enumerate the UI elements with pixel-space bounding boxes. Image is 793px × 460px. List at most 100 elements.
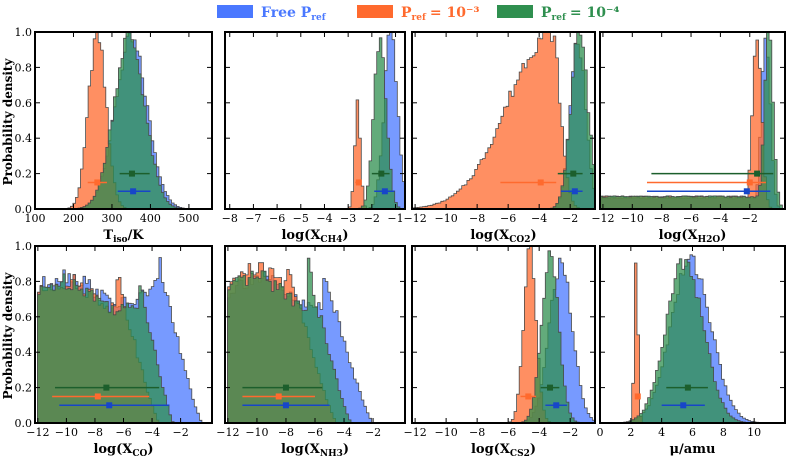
hist-1e-4 — [225, 37, 406, 210]
hist-1e-4 — [35, 31, 212, 210]
panel-co: −12 −10 −8 −6 −4 −2 0.0 0.2 0.4 0.6 0.8 1.0 log(XCO) — [15, 240, 213, 459]
panel-tiso: 100 200 300 400 500 0.0 0.2 0.4 0.6 0.8 1.0 Tiso/K — [15, 26, 213, 245]
errorbar-1e-4 — [557, 170, 583, 177]
x-tick-label: −6 — [115, 426, 131, 439]
x-tick-label: −2 — [562, 212, 578, 225]
x-tick-label: −10 — [55, 426, 78, 439]
errorbar-1e-4 — [666, 384, 708, 391]
x-tick-label: −4 — [144, 426, 160, 439]
legend-swatch — [357, 5, 393, 18]
errorbar-Free — [545, 402, 568, 409]
panel-cs2: −12 −10 −8 −6 −4 −2 log(XCS2) — [403, 245, 596, 459]
x-tick-label: −12 — [403, 212, 426, 225]
y-tick-label: 0.4 — [15, 346, 33, 359]
legend-swatch — [497, 5, 533, 18]
x-tick-label: −4 — [336, 426, 352, 439]
errorbar-1e-3 — [87, 179, 107, 186]
x-axis-label: log(XH2O) — [659, 228, 727, 245]
x-tick-label: 200 — [63, 212, 84, 225]
x-tick-label: −10 — [245, 426, 268, 439]
errorbar-1e-3 — [500, 179, 557, 186]
legend: Free Pref Pref = 10⁻³ Pref = 10⁻⁴ — [217, 5, 619, 23]
hist-1e-4 — [600, 258, 785, 424]
x-tick-label: −4 — [531, 426, 547, 439]
errorbar-1e-3 — [355, 179, 362, 186]
panel-h2o: −12 −10 −8 −6 −4 −2 log(XH2O) — [591, 31, 786, 245]
x-tick-label: −8 — [654, 212, 670, 225]
errorbar-Free — [661, 402, 705, 409]
errorbar-1e-4 — [242, 384, 323, 391]
x-tick-label: −12 — [591, 212, 614, 225]
x-tick-label: 400 — [140, 212, 161, 225]
legend-label: Pref = 10⁻⁴ — [541, 5, 619, 23]
panel-mu: 0 2 4 6 8 10 μ/amu — [597, 245, 786, 457]
y-tick-label: 0.6 — [15, 311, 33, 324]
panel-frame — [411, 31, 596, 210]
x-axis-label: log(XCO) — [93, 442, 153, 459]
x-tick-label: −2 — [365, 426, 381, 439]
x-tick-label: −8 — [87, 426, 103, 439]
errorbar-1e-4 — [371, 170, 390, 177]
panel-frame — [34, 31, 213, 210]
legend-label: Pref = 10⁻³ — [401, 5, 479, 23]
y-tick-label: 0.0 — [15, 417, 33, 430]
panel-nh3: −12 −10 −8 −6 −4 −2 log(XNH3) — [216, 245, 406, 459]
x-axis-label: log(XCH4) — [281, 228, 348, 245]
errorbar-1e-4 — [119, 170, 150, 177]
panel-frame — [224, 31, 406, 210]
errorbar-Free — [560, 188, 583, 195]
x-tick-label: −2 — [364, 212, 380, 225]
x-tick-label: −10 — [435, 426, 458, 439]
x-tick-label: −6 — [683, 212, 699, 225]
x-tick-label: −1 — [387, 212, 403, 225]
x-tick-label: 100 — [25, 212, 46, 225]
x-tick-label: −12 — [26, 426, 49, 439]
errorbar-1e-4 — [540, 384, 560, 391]
x-tick-label: 2 — [627, 426, 634, 439]
legend-swatch — [217, 5, 253, 18]
panels: 100 200 300 400 5000.00.20.40.60.81.0Tiso/K−… — [15, 26, 786, 459]
x-tick-label: −12 — [403, 426, 426, 439]
hist-1e-3 — [411, 31, 595, 210]
legend-label: Free Pref — [261, 5, 327, 23]
x-tick-label: −4 — [712, 212, 728, 225]
x-tick-label: −6 — [307, 426, 323, 439]
x-tick-label: 0 — [597, 426, 604, 439]
y-tick-label: 0.0 — [15, 203, 33, 216]
x-tick-label: 500 — [178, 212, 199, 225]
x-tick-label: −2 — [742, 212, 758, 225]
x-tick-label: −6 — [500, 212, 516, 225]
x-tick-label: −8 — [278, 426, 294, 439]
x-tick-label: −2 — [562, 426, 578, 439]
x-tick-label: −8 — [469, 426, 485, 439]
panel-ch4: −8 −7 −6 −5 −4 −3 −2 −1 log(XCH4) — [222, 31, 406, 245]
hist-1e-4 — [225, 257, 405, 424]
x-tick-label: 300 — [101, 212, 122, 225]
x-tick-label: −10 — [435, 212, 458, 225]
hist-1e-3 — [599, 39, 785, 210]
x-axis-label: Tiso/K — [103, 228, 144, 245]
errorbar-Free — [374, 188, 395, 195]
x-axis-label: log(XNH3) — [281, 442, 349, 459]
errorbar-1e-3 — [520, 393, 537, 400]
y-tick-label: 0.4 — [15, 132, 33, 145]
legend-entry-m4: Pref = 10⁻⁴ — [497, 5, 619, 23]
x-tick-label: −4 — [316, 212, 332, 225]
errorbar-Free — [242, 402, 330, 409]
x-tick-label: −2 — [172, 426, 188, 439]
x-tick-label: 10 — [747, 426, 761, 439]
errorbar-1e-4 — [651, 170, 774, 177]
errorbar-1e-4 — [54, 384, 160, 391]
y-tick-label: 0.2 — [15, 168, 33, 181]
errorbar-Free — [117, 188, 151, 195]
x-axis-label: log(XCS2) — [471, 442, 536, 459]
y-tick-label: 0.2 — [15, 382, 33, 395]
x-tick-label: 6 — [689, 426, 696, 439]
errorbar-1e-3 — [242, 393, 315, 400]
y-axis-label-top: Probability density — [1, 58, 15, 186]
errorbar-1e-3 — [646, 179, 766, 186]
x-axis-label: log(XCO2) — [470, 228, 536, 245]
x-tick-label: −7 — [245, 212, 261, 225]
x-axis-label: μ/amu — [670, 442, 716, 457]
